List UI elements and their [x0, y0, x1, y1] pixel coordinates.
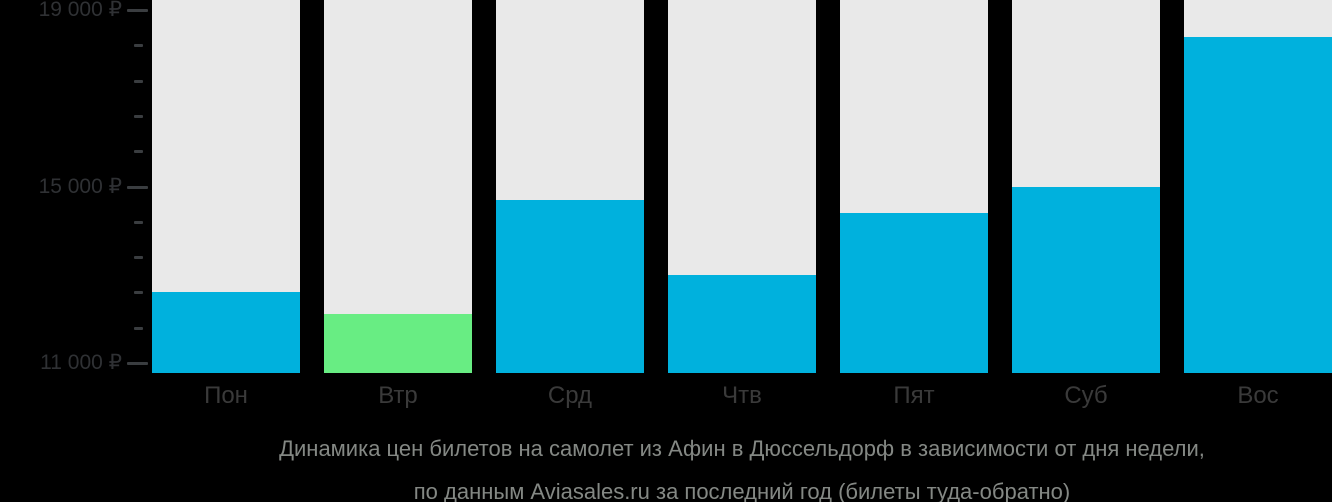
bar-column-Пят [840, 0, 988, 373]
y-axis-major-tick [127, 185, 148, 189]
price-bar-Срд [496, 199, 644, 373]
price-bar-Чтв [668, 274, 816, 373]
day-label-Втр: Втр [378, 382, 418, 409]
bar-column-Вос [1184, 0, 1332, 373]
plot-area [152, 0, 1332, 373]
x-axis-labels: Пон Втр Срд Чтв Пят Суб Вос [152, 381, 1332, 411]
bar-column-Суб [1012, 0, 1160, 373]
day-label-Вос: Вос [1237, 382, 1279, 409]
caption-line-1: Динамика цен билетов на самолет из Афин … [279, 436, 1205, 461]
y-axis-major-tick [127, 362, 148, 365]
chart-caption: Динамика цен билетов на самолет из Афин … [152, 427, 1332, 502]
y-axis-minor-tick [134, 79, 143, 83]
y-axis-minor-tick [134, 256, 143, 260]
day-label-Суб: Суб [1064, 382, 1108, 409]
price-bar-Суб [1012, 186, 1160, 373]
y-axis-minor-tick [134, 44, 143, 48]
y-axis-minor-tick [134, 326, 143, 330]
y-axis-major-tick [127, 9, 148, 12]
day-label-Чтв: Чтв [722, 382, 762, 409]
price-bar-Втр [324, 314, 472, 373]
y-axis-minor-tick [134, 291, 143, 295]
day-label-Пят: Пят [893, 382, 935, 409]
price-bar-Вос [1184, 36, 1332, 373]
price-bar-Пон [152, 292, 300, 373]
caption-line-2: по данным Aviasales.ru за последний год … [413, 479, 1071, 502]
day-label-Пон: Пон [204, 382, 248, 409]
bar-column-Втр [324, 0, 472, 373]
bar-column-Пон [152, 0, 300, 373]
bar-column-Чтв [668, 0, 816, 373]
y-axis-minor-tick [134, 220, 143, 224]
price-bar-Пят [840, 212, 988, 373]
y-axis-tick-label: 19 000 ₽ [38, 0, 122, 21]
y-axis-tick-label: 11 000 ₽ [40, 351, 122, 374]
y-axis-tick-label: 15 000 ₽ [38, 174, 122, 198]
day-label-Срд: Срд [547, 382, 593, 409]
y-axis-minor-tick [134, 114, 143, 118]
bar-column-Срд [496, 0, 644, 373]
y-axis-minor-tick [134, 150, 143, 154]
